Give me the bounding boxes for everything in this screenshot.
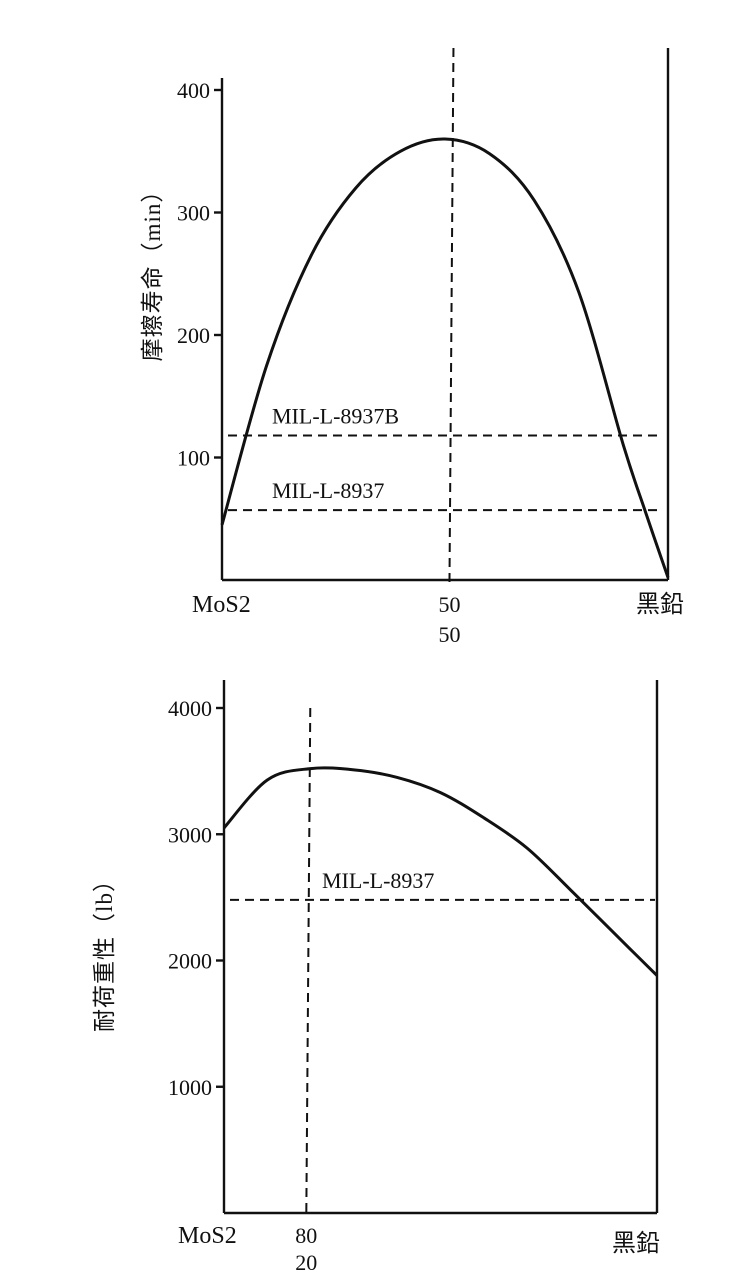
x-label-left-text: MoS2 bbox=[192, 592, 251, 618]
composition-marker-line bbox=[448, 47, 455, 586]
y-ticks: 100 200 300 400 bbox=[177, 78, 222, 471]
x-label-right: 黑鉛 bbox=[612, 1230, 660, 1257]
x-label-mid-top: 80 bbox=[295, 1223, 317, 1248]
series-line bbox=[222, 766, 659, 977]
y-axis-label: 耐荷重性（lb） bbox=[92, 868, 117, 1032]
y-tick-label: 4000 bbox=[168, 696, 212, 721]
y-tick-label: 1000 bbox=[168, 1075, 212, 1100]
x-label-mid-bottom: 20 bbox=[295, 1250, 317, 1275]
x-label-left: MoS2 bbox=[178, 1223, 237, 1249]
x-label-right: 黑鉛 bbox=[636, 591, 684, 618]
composition-marker-line bbox=[305, 707, 312, 1219]
series-line bbox=[220, 137, 670, 578]
y-tick-label: 100 bbox=[177, 446, 210, 471]
y-ticks: 1000 2000 3000 4000 bbox=[168, 696, 224, 1100]
friction-life-chart: 100 200 300 400 MIL-L-8937B MIL-L-8937 摩擦寿命（… bbox=[140, 47, 684, 647]
y-tick-label: 2000 bbox=[168, 949, 212, 974]
y-axis-label: 摩擦寿命（min） bbox=[140, 179, 165, 362]
y-tick-label: 200 bbox=[177, 323, 210, 348]
reference-line-label: MIL-L-8937 bbox=[322, 868, 434, 893]
reference-lines: MIL-L-8937B MIL-L-8937 bbox=[228, 403, 662, 512]
reference-lines: MIL-L-8937 bbox=[230, 868, 655, 901]
y-tick-label: 3000 bbox=[168, 822, 212, 847]
y-tick-label: 400 bbox=[177, 78, 210, 103]
x-label-mid-top: 50 bbox=[438, 592, 460, 617]
x-label-left: MoS2 bbox=[192, 592, 251, 618]
reference-line-label: MIL-L-8937 bbox=[272, 478, 384, 503]
load-capacity-chart: 1000 2000 3000 4000 MIL-L-8937 耐荷重性（lb） MoS… bbox=[92, 680, 660, 1275]
x-label-mid-bottom: 50 bbox=[438, 622, 460, 647]
reference-line-label: MIL-L-8937B bbox=[272, 403, 399, 428]
y-tick-label: 300 bbox=[177, 201, 210, 226]
